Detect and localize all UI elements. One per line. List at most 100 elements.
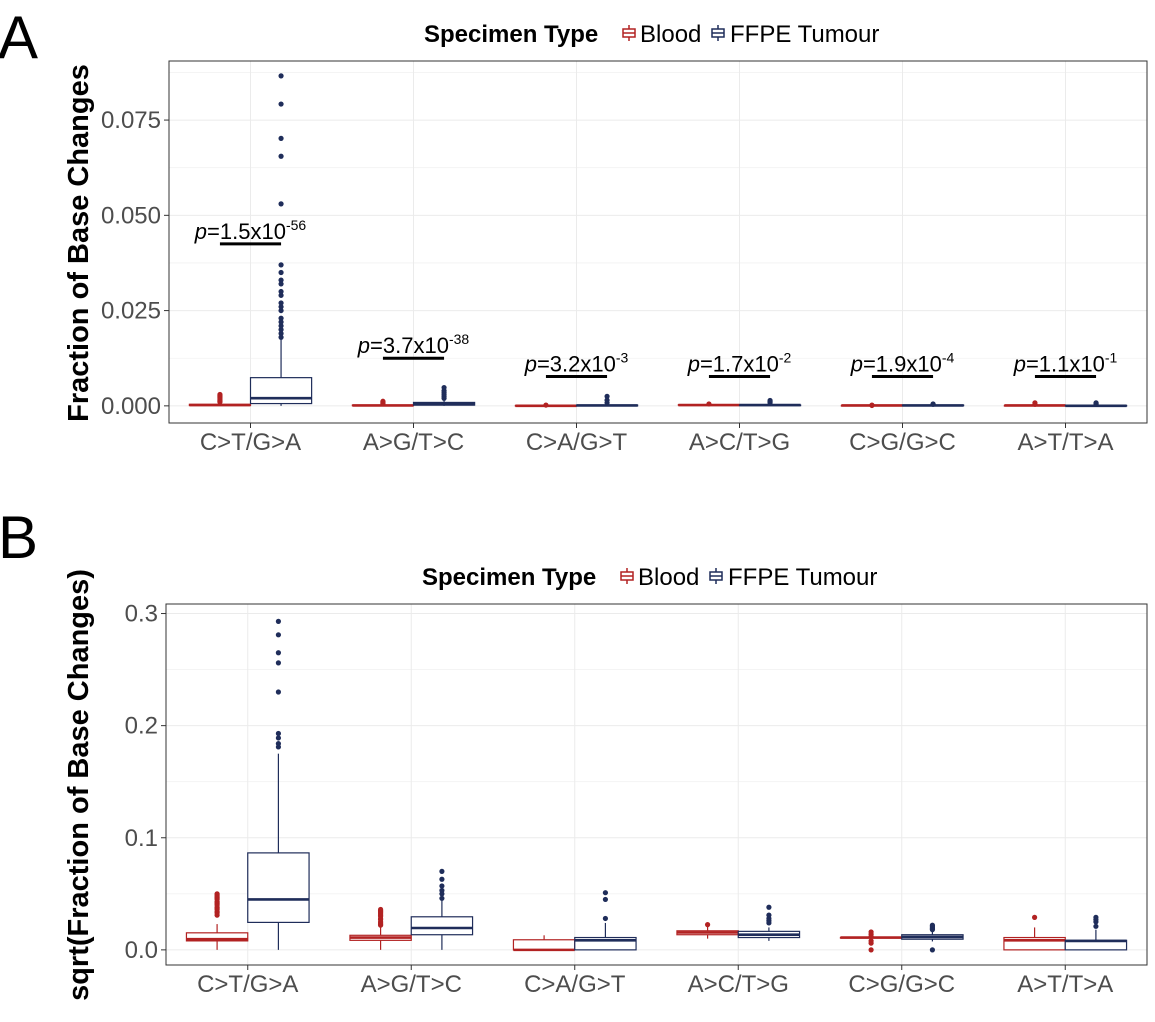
panel-b-box-ffpe <box>247 618 310 950</box>
panel-a-pvalue-label: p=1.5x10-56 <box>194 217 307 244</box>
panel-a-box-blood-outlier-point <box>706 401 712 407</box>
panel-b-x-tick-label: A>T/T>A <box>1017 971 1113 998</box>
panel-b-box-blood <box>185 891 249 950</box>
panel-b-box-ffpe-iqr <box>410 916 474 936</box>
panel-b-box-ffpe-outlier-point <box>1093 923 1099 929</box>
panel-a-box-ffpe-outlier-point <box>278 281 284 287</box>
panel-a-box-ffpe-outlier-point <box>278 73 284 79</box>
panel-b-box-ffpe-outlier-point <box>766 912 772 918</box>
panel-b-y-tick-label: 0.3 <box>125 601 158 628</box>
panel-b-box-ffpe-outlier-point <box>929 947 936 953</box>
panel-b-legend-label-ffpe: FFPE Tumour <box>728 564 877 591</box>
panel-a-y-tick-label: 0.000 <box>101 393 161 420</box>
panel-b-y-tick-label: 0.2 <box>125 713 158 740</box>
panel-b-box-ffpe-outlier-point <box>766 904 772 910</box>
panel-a-legend-key-blood <box>622 25 636 41</box>
panel-b-box-ffpe-outlier-point <box>275 632 282 638</box>
panel-a-legend-label-blood: Blood <box>640 21 701 48</box>
panel-a-box-ffpe-outlier-point <box>278 330 284 337</box>
panel-b-box-blood-outlier-point <box>868 929 874 935</box>
panel-b-box-blood-iqr <box>512 939 576 951</box>
panel-a-box-ffpe-outlier-point <box>278 153 284 159</box>
panel-a-legend-title: Specimen Type <box>424 21 598 48</box>
panel-a-box-ffpe-outlier-point <box>278 101 284 107</box>
panel-b-box-ffpe-outlier-point <box>929 922 936 928</box>
panel-b-box-blood <box>1003 914 1066 951</box>
panel-a-panel-border <box>168 60 1148 424</box>
panel-a-box-ffpe <box>412 384 476 406</box>
panel-a-box-blood-outlier-point <box>217 391 223 398</box>
panel-b-y-axis-label: sqrt(Fraction of Base Changes) <box>63 569 95 1001</box>
panel-a-box-blood-outlier-point <box>380 398 386 404</box>
panel-b-box-blood-iqr <box>185 932 249 942</box>
panel-a-x-tick-label: A>G/T>C <box>363 429 464 456</box>
panel-b-box-blood-outlier-point <box>377 906 384 913</box>
panel-a-legend-key-ffpe <box>711 25 725 41</box>
panel-b-box-ffpe <box>410 868 474 950</box>
panel-b-x-tick-label: C>G/G>C <box>848 971 955 998</box>
panel-a-box-blood <box>514 402 578 408</box>
panel-b-box-ffpe-outlier-point <box>275 660 282 666</box>
panel-b-legend-key-blood <box>620 568 634 584</box>
panel-a-letter: A <box>0 4 38 71</box>
panel-b-box-ffpe-outlier-point <box>602 915 609 922</box>
panel-a-box-ffpe-outlier-point <box>278 135 284 141</box>
panel-b-x-tick-label: A>C/T>G <box>688 971 789 998</box>
panel-a-y-axis-label: Fraction of Base Changes <box>63 64 95 422</box>
panel-a-legend: Specimen Type Blood FFPE Tumour <box>424 21 879 48</box>
panel-a-box-ffpe-outlier-point <box>278 269 284 276</box>
panel-a-pvalue-annotation: p=1.9x10-4 <box>850 350 955 379</box>
panel-b-box-ffpe-iqr <box>247 852 310 923</box>
panel-b-box-blood-outlier-point <box>704 922 711 928</box>
panel-b-y-tick-label: 0.0 <box>125 937 158 964</box>
panel-a-box-ffpe <box>575 393 639 407</box>
panel-a-pvalue-label: p=1.7x10-2 <box>687 350 792 377</box>
panel-b-box-ffpe <box>901 922 964 953</box>
panel-b-box-ffpe-outlier-point <box>439 868 445 874</box>
panel-a-box-ffpe <box>249 73 313 406</box>
panel-a-box-blood <box>1003 400 1067 407</box>
panel-b-box-ffpe-outlier-point <box>275 730 282 737</box>
panel-a-box-ffpe-outlier-point <box>278 304 284 310</box>
panel-b-legend-title: Specimen Type <box>422 564 596 591</box>
panel-a-box-ffpe-outlier-point <box>278 334 284 340</box>
panel-b-legend: Specimen Type Blood FFPE Tumour <box>422 564 877 591</box>
panel-a-box-blood <box>351 398 415 407</box>
panel-b-box-ffpe-outlier-point <box>602 896 609 903</box>
panel-a-box-ffpe-outlier-point <box>278 300 284 306</box>
panel-a-box-ffpe-outlier-point <box>278 288 284 295</box>
panel-a-box-ffpe-outlier-point <box>278 315 284 321</box>
panel-a-pvalue-annotation: p=1.5x10-56 <box>194 217 307 246</box>
panel-b-box-ffpe-outlier-point <box>439 895 445 901</box>
panel-a-legend-label-ffpe: FFPE Tumour <box>730 21 879 48</box>
panel-b-x-tick-label: C>A/G>T <box>524 971 626 998</box>
panel-a-box-blood-outlier-point <box>543 402 549 408</box>
panel-a-pvalue-annotation: p=1.1x10-1 <box>1013 350 1118 379</box>
panel-a-pvalue-annotation: p=3.2x10-3 <box>524 350 629 379</box>
panel-a-pvalue-annotation: p=1.7x10-2 <box>687 350 792 379</box>
panel-a-x-tick-label: C>G/G>C <box>849 429 956 456</box>
panel-a-x-tick-label: A>C/T>G <box>689 429 790 456</box>
panel-b-box-ffpe-outlier-point <box>439 883 445 889</box>
panel-a-pvalue-label: p=1.1x10-1 <box>1013 350 1118 377</box>
panel-a-y-tick-label: 0.050 <box>101 202 161 229</box>
panel-b-y-tick-label: 0.1 <box>125 825 158 852</box>
panel-b-box-blood <box>676 922 739 939</box>
panel-a: A Specimen Type Blood FFPE Tumour Fracti… <box>0 4 1148 456</box>
panel-a-pvalue-annotation: p=3.7x10-38 <box>357 331 470 360</box>
panel-b: B Specimen Type Blood FFPE Tumour sqrt(F… <box>0 504 1148 1001</box>
panel-a-y-tick-label: 0.025 <box>101 298 161 325</box>
panel-a-box-ffpe-outlier-point <box>278 292 284 298</box>
panel-b-box-ffpe-outlier-point <box>1093 914 1099 920</box>
panel-a-pvalue-label: p=3.7x10-38 <box>357 331 470 358</box>
panel-b-box-blood-outlier-point <box>1031 914 1038 920</box>
panel-b-box-ffpe-outlier-point <box>439 887 445 894</box>
panel-a-box-blood <box>188 391 252 407</box>
panel-a-x-tick-label: C>A/G>T <box>526 429 628 456</box>
panel-a-box-ffpe-outlier-point <box>441 384 447 391</box>
panel-b-box-ffpe-outlier-point <box>275 650 282 656</box>
panel-b-box-ffpe-outlier-point <box>439 876 445 882</box>
panel-a-box-ffpe-outlier-point <box>278 327 284 333</box>
panel-a-box-blood <box>677 401 741 407</box>
